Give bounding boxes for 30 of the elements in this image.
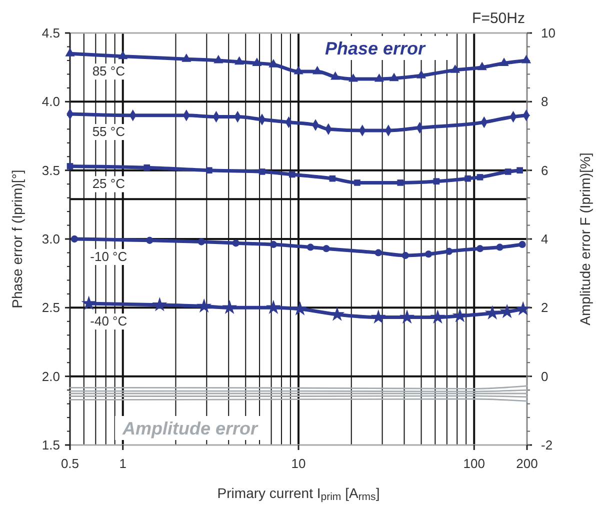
x-axis-title: Primary current I$_{prim}$ [A$_{rms}$] — [217, 485, 380, 504]
y-tick-label: 3.0 — [42, 232, 60, 247]
y2-tick-label: -2 — [541, 438, 553, 453]
x-tick-label: 200 — [516, 456, 538, 471]
y2-tick-label: 2 — [541, 300, 548, 316]
x-tick-label: 100 — [463, 456, 485, 471]
y-tick-label: 4.0 — [42, 94, 60, 110]
y-axis-title: Phase error f (Iprim)[°] — [9, 170, 25, 308]
series-label: 85 °C — [92, 64, 125, 79]
y2-tick-label: 4 — [541, 232, 548, 247]
annotation: Phase error — [324, 38, 426, 58]
series-label: -10 °C — [90, 249, 128, 264]
series-label: 25 °C — [92, 176, 125, 192]
y2-tick-label: 0 — [541, 368, 548, 384]
series-label: -40 °C — [90, 314, 128, 329]
y2-tick-label: 10 — [541, 26, 556, 41]
text: F=50Hz — [472, 10, 525, 27]
y2-axis-title: Amplitude error F (Iprim)[%] — [577, 152, 593, 326]
y-tick-label: 3.5 — [42, 162, 60, 178]
y-tick-label: 4.5 — [42, 26, 60, 41]
series-label: 55 °C — [92, 124, 125, 140]
x-tick-label: 10 — [291, 456, 306, 471]
y2-tick-label: 8 — [541, 94, 548, 110]
annotation: Amplitude error — [121, 418, 258, 438]
y2-tick-label: 6 — [541, 162, 548, 178]
y-tick-label: 2.5 — [42, 300, 60, 316]
y-tick-label: 1.5 — [42, 438, 60, 453]
x-tick-label: 0.5 — [60, 456, 80, 471]
y-tick-label: 2.0 — [42, 368, 60, 384]
x-tick-label: 1 — [119, 456, 126, 471]
